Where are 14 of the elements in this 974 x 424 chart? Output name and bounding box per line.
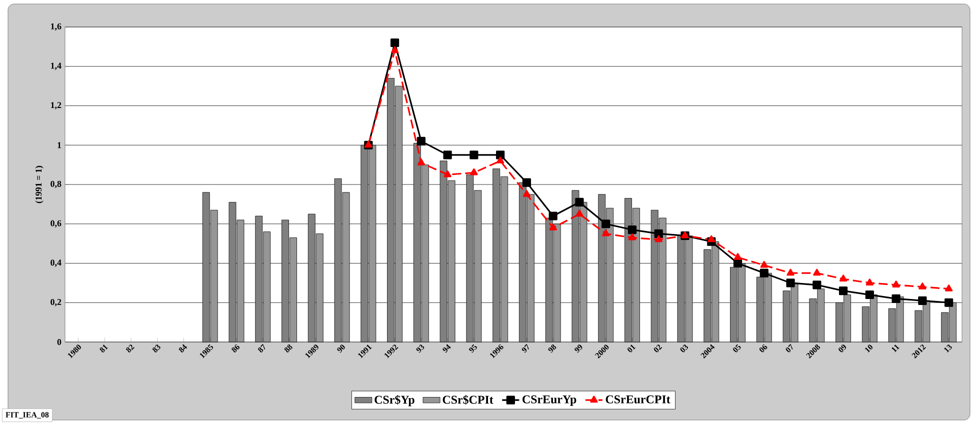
legend-label: CSrEurCPIt: [606, 395, 670, 404]
y-tick-label: 0,6: [50, 220, 62, 228]
legend-label: CSrEurYp: [522, 395, 576, 406]
y-tick-label: 1,6: [50, 23, 62, 31]
y-tick-label: 0,2: [50, 298, 62, 306]
legend-label: CSr$Yp: [374, 395, 414, 406]
y-tick-label: 1,2: [50, 102, 62, 110]
y-tick-label: 1,4: [50, 62, 62, 70]
legend-label: CSr$CPIt: [442, 395, 494, 405]
y-tick-label: 0: [57, 338, 62, 346]
y-tick-label: 1: [58, 142, 62, 148]
y-tick-label: 0,8: [50, 180, 62, 188]
y-axis-title: (1991 = 1): [35, 166, 44, 204]
y-tick-label: 0,4: [50, 260, 62, 267]
